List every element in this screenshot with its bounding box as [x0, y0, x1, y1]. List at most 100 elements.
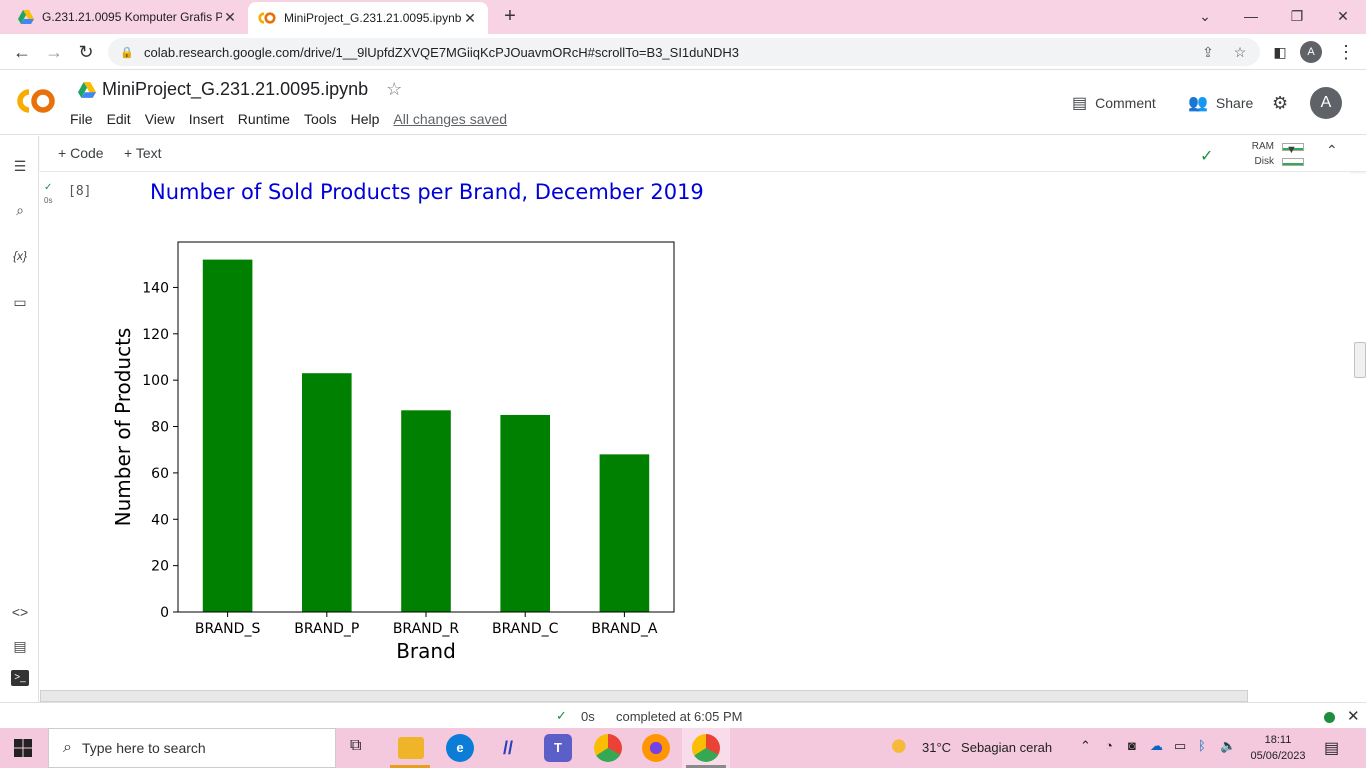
- browser-tab-miniproject[interactable]: MiniProject_G.231.21.0095.ipynb ✕: [248, 2, 488, 34]
- table-of-contents-icon[interactable]: ☰: [13, 158, 27, 174]
- add-code-button[interactable]: + Code: [58, 145, 104, 161]
- y-tick-label: 0: [160, 605, 169, 621]
- bookmark-star-icon[interactable]: ☆: [1233, 43, 1247, 60]
- system-clock[interactable]: 18:11 05/06/2023: [1248, 732, 1308, 764]
- variables-icon[interactable]: {x}: [12, 249, 27, 263]
- settings-gear-icon[interactable]: ⚙: [1272, 93, 1289, 113]
- comment-label: Comment: [1095, 95, 1156, 111]
- forward-button[interactable]: →: [45, 42, 63, 62]
- windows-start-icon[interactable]: [14, 739, 32, 757]
- menu-view[interactable]: View: [144, 111, 175, 127]
- task-view-icon[interactable]: ⧉: [350, 737, 362, 754]
- ram-disk-indicator[interactable]: ✓ RAM Disk: [1200, 139, 1310, 169]
- ram-bar: [1282, 143, 1304, 151]
- y-tick-label: 140: [142, 280, 169, 296]
- save-status-link[interactable]: All changes saved: [393, 111, 508, 127]
- notification-center-icon[interactable]: ▤: [1324, 740, 1340, 757]
- restore-button[interactable]: ❐: [1290, 8, 1304, 24]
- weather-temp: 31°C: [922, 739, 952, 755]
- y-tick-label: 80: [151, 420, 169, 436]
- menu-help[interactable]: Help: [350, 111, 380, 127]
- onedrive-icon[interactable]: ☁: [1150, 738, 1163, 753]
- horizontal-scrollbar[interactable]: [40, 690, 1248, 702]
- x-tick-label: BRAND_S: [195, 621, 261, 637]
- comment-button[interactable]: ▤ Comment: [1072, 93, 1156, 113]
- tab-close-icon[interactable]: ✕: [464, 9, 476, 26]
- menu-edit[interactable]: Edit: [106, 111, 131, 127]
- browser-profile-avatar[interactable]: A: [1300, 41, 1322, 63]
- menu-bar: File Edit View Insert Runtime Tools Help…: [70, 111, 521, 127]
- code-snippets-icon[interactable]: <>: [11, 604, 29, 620]
- file-explorer-icon[interactable]: [398, 737, 424, 759]
- y-tick-label: 60: [151, 466, 169, 482]
- user-avatar[interactable]: A: [1310, 87, 1342, 119]
- folder-icon[interactable]: ▭: [13, 294, 27, 310]
- cell-run-time: 0s: [44, 196, 53, 205]
- share-label: Share: [1215, 95, 1254, 111]
- add-text-button[interactable]: + Text: [124, 145, 162, 161]
- status-duration: 0s: [581, 709, 595, 724]
- bar-chart: BRAND_S BRAND_P BRAND_R BRAND_C BRAND_A 0 20 40…: [111, 241, 675, 663]
- add-text-label: Text: [135, 145, 162, 161]
- battery-icon[interactable]: ▭: [1174, 738, 1187, 753]
- google-drive-icon[interactable]: [78, 81, 96, 98]
- command-palette-icon[interactable]: ▤: [13, 638, 27, 654]
- teams-icon[interactable]: T: [544, 734, 572, 762]
- add-code-label: Code: [70, 145, 104, 161]
- menu-insert[interactable]: Insert: [188, 111, 224, 127]
- share-button[interactable]: 👥 Share: [1188, 93, 1253, 113]
- tab-search-chevron-icon[interactable]: ⌄: [1199, 8, 1211, 24]
- browser-toolbar: ← → ↻ 🔒 colab.research.google.com/drive/…: [0, 34, 1366, 70]
- slash-app-icon[interactable]: //: [502, 738, 513, 758]
- close-window-button[interactable]: ✕: [1337, 8, 1349, 24]
- colab-header: MiniProject_G.231.21.0095.ipynb ☆ File E…: [0, 71, 1366, 135]
- vertical-scrollbar-thumb[interactable]: [1354, 342, 1366, 378]
- back-button[interactable]: ←: [13, 42, 31, 62]
- status-bar: ✓ 0s completed at 6:05 PM ✕: [0, 702, 1366, 729]
- firefox-icon[interactable]: [642, 734, 670, 762]
- chrome-icon[interactable]: [594, 734, 622, 762]
- new-tab-button[interactable]: +: [504, 5, 516, 27]
- execution-count[interactable]: [8]: [68, 184, 92, 199]
- edge-browser-icon[interactable]: e: [446, 734, 474, 762]
- browser-menu-icon[interactable]: ⋮: [1337, 42, 1355, 62]
- cell-output-area: ✓ 0s [8] Number of Sold Products per Bra…: [40, 172, 1350, 690]
- volume-icon[interactable]: 🔈: [1220, 738, 1237, 753]
- menu-file[interactable]: File: [70, 111, 93, 127]
- address-bar[interactable]: 🔒 colab.research.google.com/drive/1__9lU…: [108, 38, 1260, 66]
- resource-dropdown-chevron-icon[interactable]: ▼: [1286, 144, 1297, 156]
- y-tick-label: 20: [151, 559, 169, 575]
- taskbar-search-input[interactable]: ⌕ Type here to search: [48, 728, 336, 768]
- minimize-button[interactable]: —: [1244, 8, 1258, 24]
- collapse-header-chevron-icon[interactable]: ⌃: [1326, 142, 1338, 158]
- browser-tab-komputer-grafis[interactable]: G.231.21.0095 Komputer Grafis P ✕: [8, 0, 248, 34]
- star-icon[interactable]: ☆: [386, 79, 403, 99]
- x-tick-label: BRAND_C: [492, 621, 559, 637]
- lock-icon: 🔒: [120, 46, 134, 59]
- weather-widget[interactable]: 31°C Sebagian cerah: [890, 738, 1052, 756]
- menu-tools[interactable]: Tools: [303, 111, 337, 127]
- status-close-icon[interactable]: ✕: [1347, 708, 1360, 725]
- status-completed: completed at 6:05 PM: [616, 709, 743, 724]
- notebook-title[interactable]: MiniProject_G.231.21.0095.ipynb: [102, 79, 369, 99]
- search-icon[interactable]: ⌕: [16, 202, 24, 218]
- colab-logo[interactable]: [14, 87, 56, 115]
- network-icon[interactable]: ◔: [1105, 738, 1113, 753]
- bar-brand-c: [500, 414, 550, 612]
- cell-success-check-icon: ✓: [44, 182, 53, 193]
- menu-runtime[interactable]: Runtime: [237, 111, 290, 127]
- y-tick-label: 40: [151, 512, 169, 528]
- colab-icon: [258, 12, 276, 24]
- chart-title: Number of Sold Products per Brand, Decem…: [150, 180, 704, 204]
- terminal-icon[interactable]: >_: [11, 670, 29, 686]
- side-panel-icon[interactable]: ◧: [1273, 44, 1287, 60]
- bar-brand-a: [599, 454, 650, 612]
- tray-chevron-up-icon[interactable]: ⌃: [1080, 738, 1091, 753]
- tab-close-icon[interactable]: ✕: [224, 8, 236, 25]
- reload-button[interactable]: ↻: [78, 42, 94, 62]
- chrome-profile-icon[interactable]: [692, 734, 720, 762]
- url-text: colab.research.google.com/drive/1__9lUpf…: [144, 44, 740, 60]
- share-page-icon[interactable]: ⇪: [1202, 43, 1214, 60]
- bluetooth-icon[interactable]: ᛒ: [1198, 738, 1206, 753]
- meet-now-icon[interactable]: ◙: [1128, 738, 1136, 753]
